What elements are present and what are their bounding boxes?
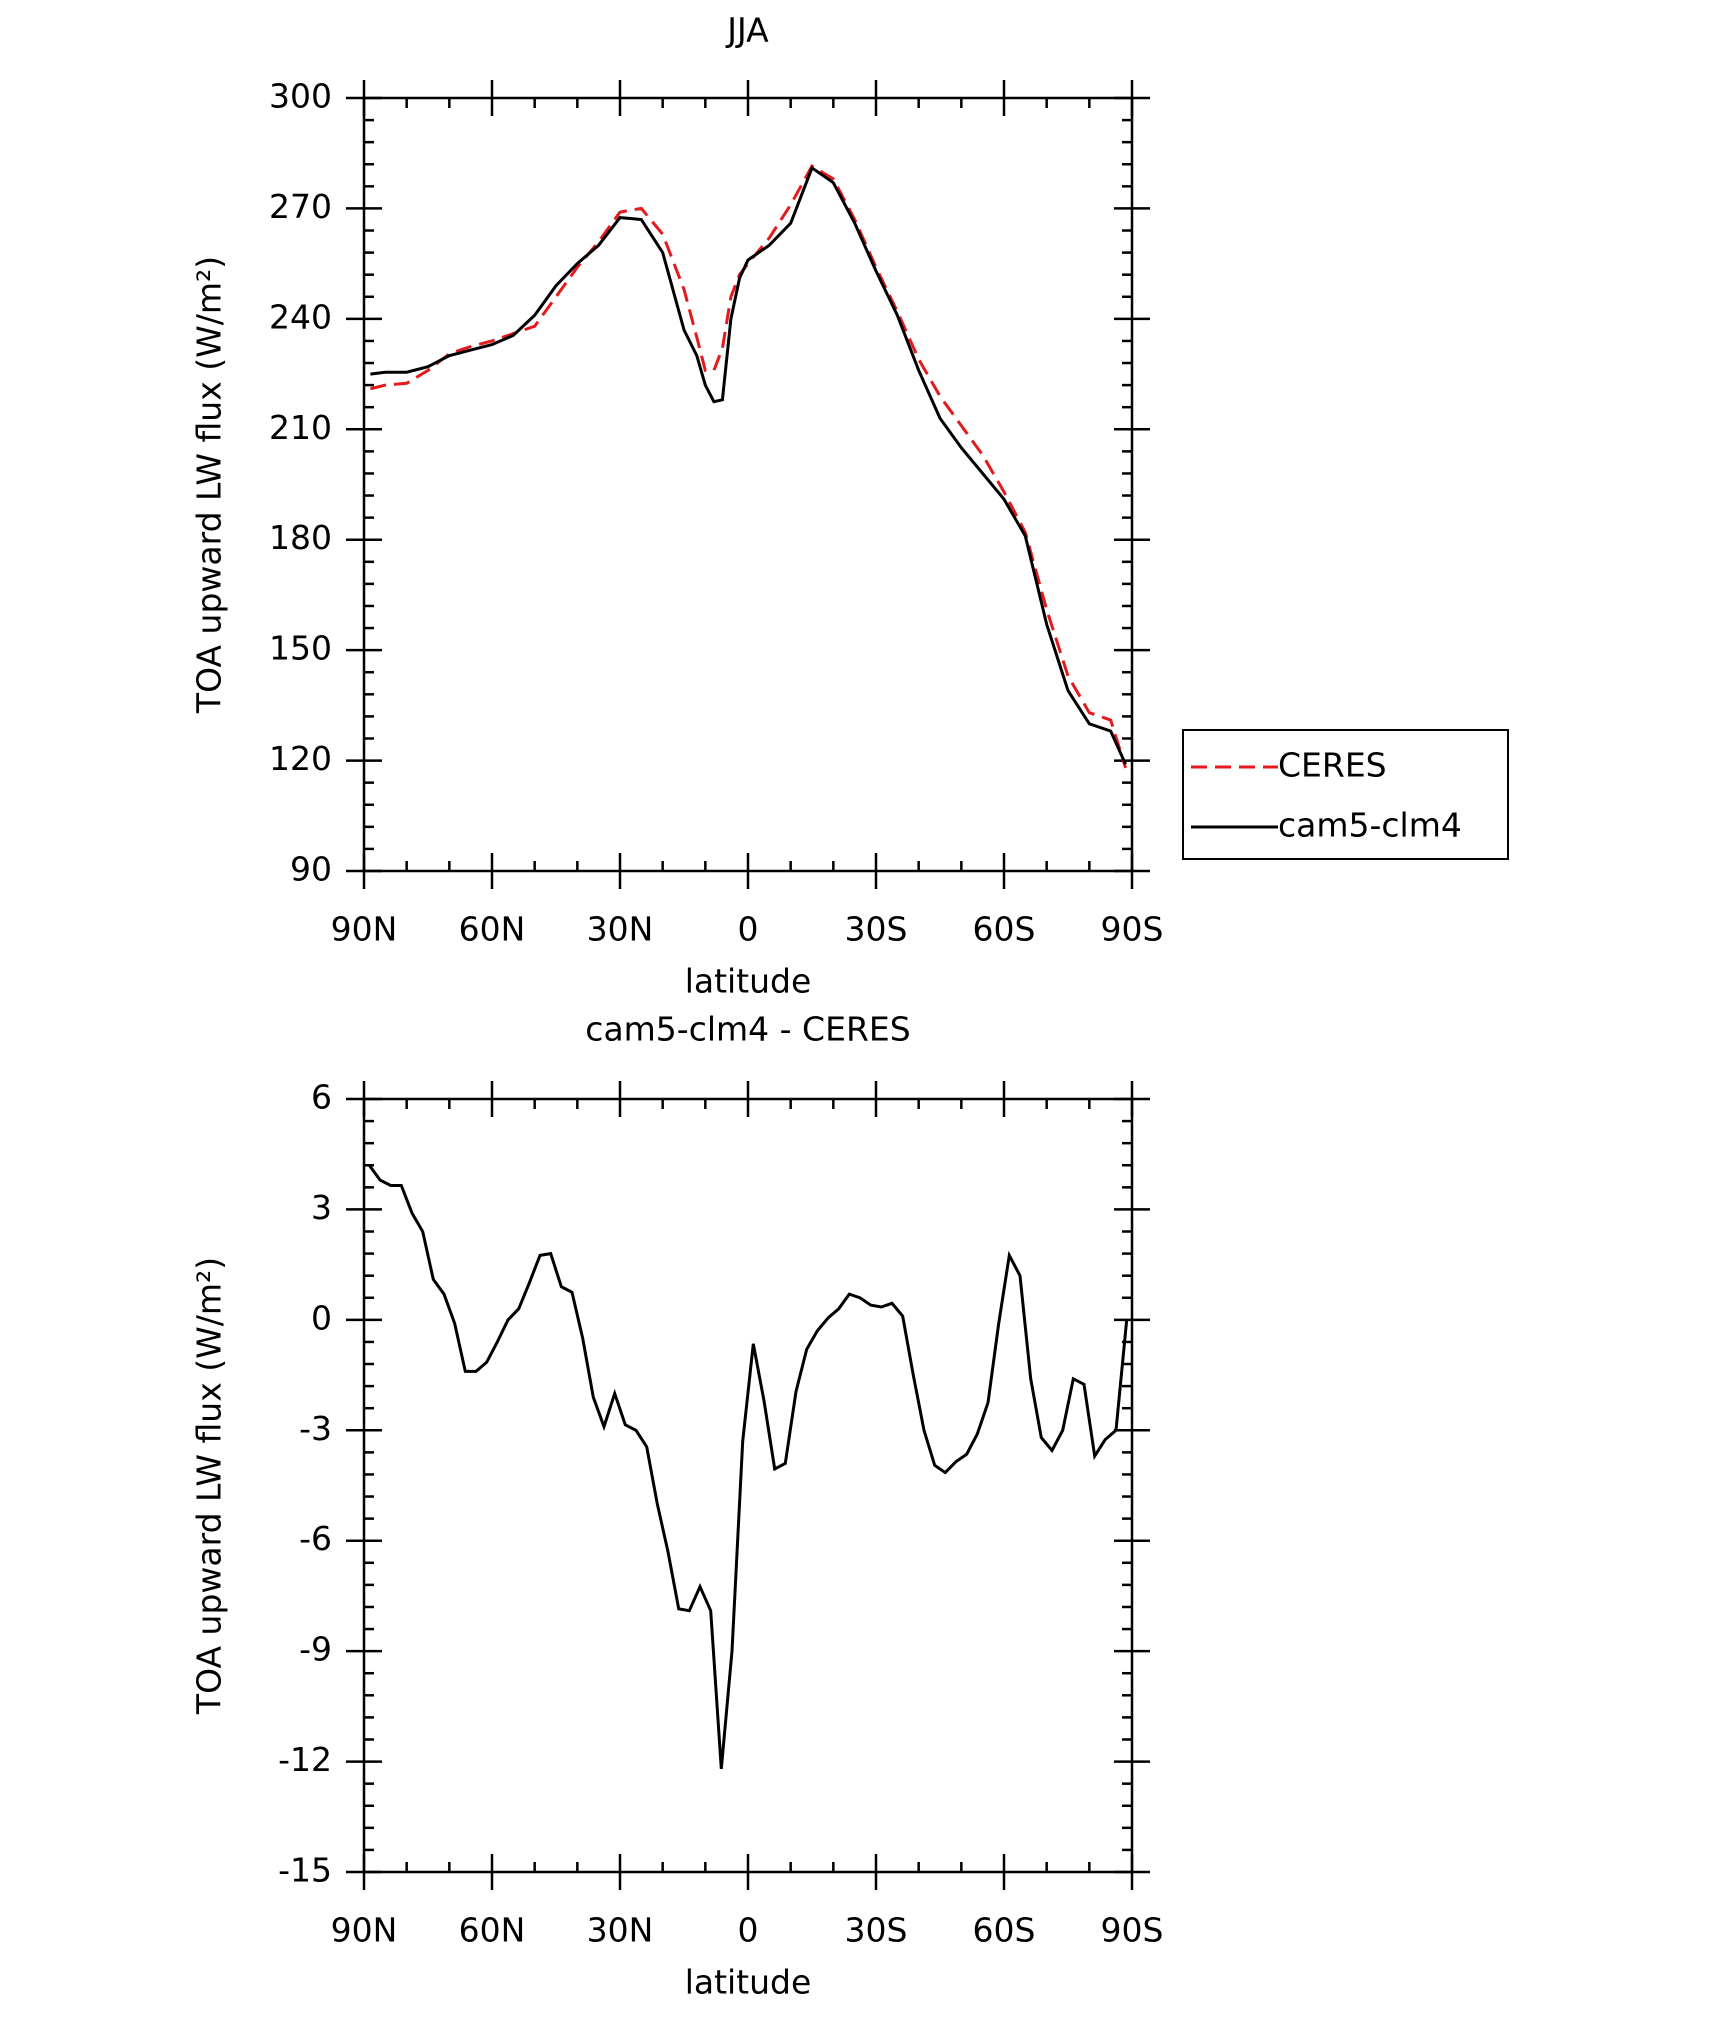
x-tick-label: 90S	[1101, 1911, 1164, 1950]
y-tick-label: -15	[278, 1851, 332, 1890]
line-series	[368, 1164, 1129, 1770]
x-tick-label: 30N	[587, 1911, 654, 1950]
legend-label: CERES	[1278, 746, 1387, 785]
x-tick-label: 30S	[845, 1911, 908, 1950]
x-tick-label: 60N	[459, 910, 526, 949]
chart-title: cam5-clm4 - CERES	[585, 1010, 910, 1049]
x-tick-label: 0	[738, 1911, 759, 1950]
y-tick-label: 180	[269, 518, 332, 557]
legend-box	[1182, 729, 1509, 860]
y-tick-label: 0	[311, 1298, 332, 1337]
y-tick-label: -3	[299, 1409, 332, 1448]
y-tick-label: 210	[269, 408, 332, 447]
y-tick-label: 90	[290, 850, 332, 889]
x-axis-label: latitude	[685, 1963, 812, 2002]
x-tick-label: 90N	[331, 910, 398, 949]
x-tick-label: 30N	[587, 910, 654, 949]
x-tick-label: 0	[738, 910, 759, 949]
y-tick-label: 270	[269, 187, 332, 226]
line-series	[370, 164, 1128, 769]
chart-title: JJA	[725, 11, 769, 50]
y-tick-label: -12	[278, 1740, 332, 1779]
y-tick-label: -9	[299, 1630, 332, 1669]
y-tick-label: -6	[299, 1519, 332, 1558]
legend-label: cam5-clm4	[1278, 806, 1462, 845]
x-tick-label: 90N	[331, 1911, 398, 1950]
x-tick-label: 60S	[973, 910, 1036, 949]
y-tick-label: 120	[269, 739, 332, 778]
y-tick-label: 300	[269, 77, 332, 116]
y-tick-label: 3	[311, 1188, 332, 1227]
y-axis-label: TOA upward LW flux (W/m²)	[190, 256, 229, 714]
y-axis-label: TOA upward LW flux (W/m²)	[190, 1257, 229, 1715]
x-tick-label: 90S	[1101, 910, 1164, 949]
x-tick-label: 60N	[459, 1911, 526, 1950]
x-axis-label: latitude	[685, 962, 812, 1001]
x-tick-label: 30S	[845, 910, 908, 949]
x-tick-label: 60S	[973, 1911, 1036, 1950]
y-tick-label: 240	[269, 297, 332, 336]
line-series	[370, 165, 1127, 765]
y-tick-label: 150	[269, 629, 332, 668]
plot-frame	[362, 96, 1134, 873]
y-tick-label: 6	[311, 1078, 332, 1117]
plot-frame	[362, 1097, 1134, 1874]
